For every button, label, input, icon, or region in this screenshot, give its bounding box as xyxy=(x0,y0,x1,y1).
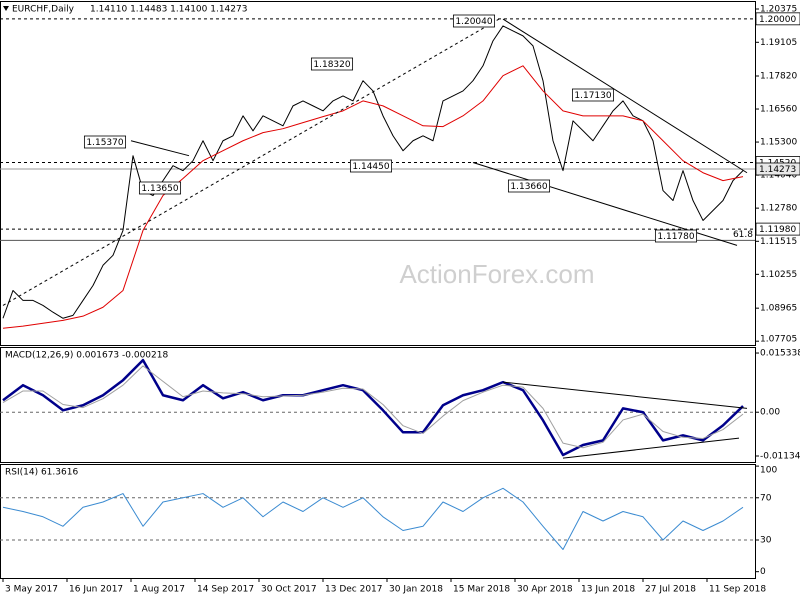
annotation-label: 1.18320 xyxy=(313,60,350,70)
series-line xyxy=(2,358,744,457)
trend-line xyxy=(130,140,190,157)
x-tick-label: 30 Jan 2018 xyxy=(389,585,443,595)
annotation-box xyxy=(452,14,496,28)
panel-frame xyxy=(0,464,756,579)
level-box xyxy=(755,162,800,176)
y-tick-label: 1.12780 xyxy=(760,204,797,214)
fib-label: 61.8 xyxy=(733,230,753,240)
series-line xyxy=(2,487,744,550)
y-tick-label: 1.15300 xyxy=(760,138,797,148)
y-tick-label: 100 xyxy=(760,466,777,476)
x-tick-label: 11 Sep 2018 xyxy=(709,585,766,595)
annotation-label: 1.11780 xyxy=(657,232,694,242)
x-tick-label: 3 May 2017 xyxy=(5,585,58,595)
annotation-label: 1.20040 xyxy=(455,17,492,27)
trend-line xyxy=(562,437,740,459)
annotation-label: 1.15370 xyxy=(86,138,123,148)
watermark: ActionForex.com xyxy=(399,259,594,289)
y-tick-label: 1.07705 xyxy=(760,335,797,345)
annotation-box xyxy=(138,181,182,195)
level-label: 1.11980 xyxy=(759,225,796,235)
x-tick-label: 27 Jul 2018 xyxy=(645,585,696,595)
symbol-arrow xyxy=(3,6,9,11)
ohlc: 1.14110 1.14483 1.14100 1.14273 xyxy=(90,5,247,15)
level-box xyxy=(755,222,800,236)
trend-line xyxy=(502,18,748,174)
annotation-box xyxy=(507,179,551,193)
y-tick-label: 1.20375 xyxy=(760,4,797,14)
y-tick-label: 70 xyxy=(760,493,772,503)
series-line xyxy=(2,25,744,319)
x-tick-label: 1 Aug 2017 xyxy=(133,585,185,595)
y-tick-label: 1.11515 xyxy=(760,237,797,247)
y-tick-label: 0.015338 xyxy=(760,349,800,359)
y-tick-label: 30 xyxy=(760,536,772,546)
annotation-label: 1.17130 xyxy=(574,91,611,101)
y-tick-label: 1.08965 xyxy=(760,304,797,314)
annotation-label: 1.13650 xyxy=(141,184,178,194)
series-line xyxy=(2,365,744,449)
trend-line xyxy=(502,381,748,409)
x-tick-label: 13 Jun 2018 xyxy=(581,585,635,595)
y-tick-label: 1.16560 xyxy=(760,105,797,115)
y-tick-label: 1.19105 xyxy=(760,38,797,48)
annotation-box xyxy=(310,57,354,71)
y-tick-label: 0 xyxy=(760,567,766,577)
y-tick-label: -0.011344 xyxy=(760,451,800,461)
series-line xyxy=(2,65,744,329)
x-tick-label: 30 Oct 2017 xyxy=(261,585,317,595)
panel-frame xyxy=(0,347,756,463)
x-tick-label: 16 Jun 2017 xyxy=(69,585,123,595)
y-tick-label: 1.10255 xyxy=(760,270,797,280)
rsi-title: RSI(14) 61.3616 xyxy=(5,468,78,478)
panel-frame xyxy=(0,1,756,346)
level-label: 1.20000 xyxy=(759,15,796,25)
macd-title: MACD(12,26,9) 0.001673 -0.000218 xyxy=(5,351,168,361)
y-tick-label: 0.00 xyxy=(760,408,780,418)
annotation-box xyxy=(349,159,393,173)
x-tick-label: 13 Dec 2017 xyxy=(325,585,383,595)
level-box xyxy=(755,12,800,26)
x-tick-label: 30 Apr 2018 xyxy=(517,585,573,595)
x-tick-label: 15 Mar 2018 xyxy=(453,585,510,595)
annotation-box xyxy=(571,88,615,102)
level-label: 1.14273 xyxy=(759,165,796,175)
annotation-box xyxy=(83,135,127,149)
annotation-label: 1.13660 xyxy=(510,182,547,192)
annotation-box xyxy=(654,229,698,243)
annotation-label: 1.14450 xyxy=(352,162,389,172)
x-tick-label: 14 Sep 2017 xyxy=(197,585,254,595)
y-tick-label: 1.17820 xyxy=(760,71,797,81)
symbol: EURCHF,Daily xyxy=(12,5,75,15)
y-tick-label: 1.14040 xyxy=(760,171,797,181)
